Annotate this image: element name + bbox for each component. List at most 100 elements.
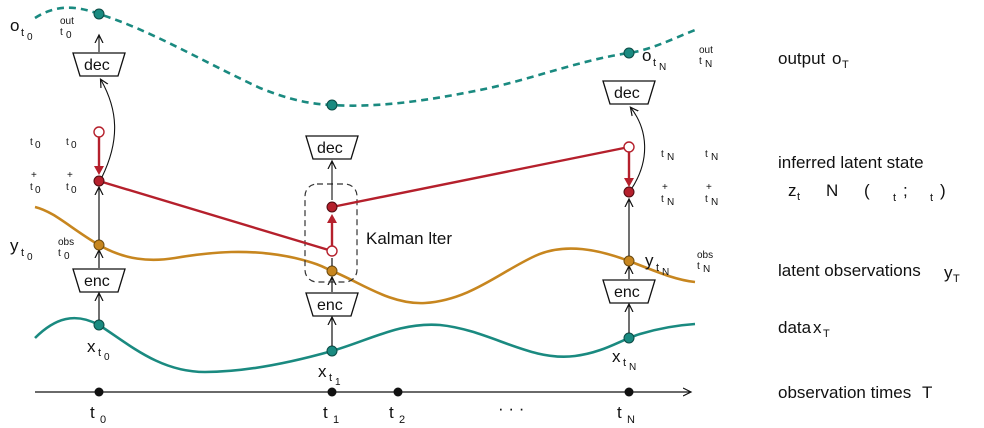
o-tN-label-N: N: [659, 62, 666, 73]
time-label-t2-sub: 2: [399, 414, 405, 426]
x-t0-label: x: [87, 337, 96, 356]
legend-inferred-rp: ): [940, 181, 946, 200]
legend-latent-obs-sub: T: [953, 273, 960, 285]
lat-tN-plus-a: +: [662, 182, 668, 193]
enc-box-t0: enc: [73, 269, 125, 292]
latent-prior-t0: [94, 127, 104, 137]
lat-tN-c-sub: N: [667, 197, 674, 208]
kalman-transition-2: [332, 147, 629, 207]
legend-inferred-lp: (: [864, 181, 870, 200]
time-tick-t2: [394, 388, 403, 397]
time-label-tN: t: [617, 403, 622, 422]
time-tick-t1: [328, 388, 337, 397]
y-t0-label-0: 0: [27, 252, 33, 263]
o-t0-label: o: [10, 16, 19, 35]
enc-box-tN: enc: [603, 280, 655, 303]
time-label-t0-sub: 0: [100, 414, 106, 426]
enc-box-t1: enc: [306, 293, 358, 316]
svg-text:enc: enc: [317, 297, 343, 314]
x-t1-label-1: 1: [335, 377, 341, 388]
lat-t0-b-sub: 0: [71, 140, 77, 151]
legend-inferred-t: t: [797, 191, 800, 203]
y-t0-label-t: t: [21, 247, 24, 259]
y-t0-obs-0: 0: [64, 251, 70, 262]
lat-tN-d: t: [705, 194, 708, 205]
time-label-tN-sub: N: [627, 414, 635, 426]
legend-inferred-semi: ;: [903, 181, 908, 200]
lat-tN-c: t: [661, 194, 664, 205]
latent-prior-tN: [624, 142, 634, 152]
lat-tN-a: t: [661, 149, 664, 160]
o-t0-out: out: [60, 16, 74, 27]
x-tN-label-t: t: [623, 357, 626, 369]
y-tN-obs-t: t: [697, 261, 700, 272]
time-label-t1-sub: 1: [333, 414, 339, 426]
dec-box-t0: dec: [73, 53, 125, 76]
svg-text:dec: dec: [317, 140, 343, 157]
lat-tN-d-sub: N: [711, 197, 718, 208]
kalman-transition-1: [99, 181, 332, 251]
o-tN-out-N: N: [705, 59, 712, 70]
legend-data-sub: T: [823, 328, 830, 340]
lat-t0-b: t: [66, 137, 69, 148]
legend-data-sym: x: [813, 318, 822, 337]
x-tN-label-N: N: [629, 362, 636, 373]
lat-t0-d: t: [66, 182, 69, 193]
data-dot-tN: [624, 333, 634, 343]
legend-output: output: [778, 49, 826, 68]
legend-data: data: [778, 318, 812, 337]
legend-latent-obs: latent observations: [778, 261, 921, 280]
dec-box-tN: dec: [603, 81, 655, 104]
time-ellipsis: · · ·: [498, 399, 524, 418]
y-tN-obs-N: N: [703, 264, 710, 275]
lat-t0-c-sub: 0: [35, 185, 41, 196]
o-t0-out-0: 0: [66, 30, 72, 41]
data-dot-t0: [94, 320, 104, 330]
legend-times: observation times: [778, 383, 911, 402]
time-label-t0: t: [90, 403, 95, 422]
data-curve: [35, 318, 695, 372]
time-label-t2: t: [389, 403, 394, 422]
legend-output-sub: T: [842, 59, 849, 71]
y-tN-label-N: N: [662, 267, 669, 278]
y-t0-label: y: [10, 236, 19, 255]
output-dot-tN: [624, 48, 634, 58]
legend-inferred-z: z: [788, 181, 797, 200]
latent-observation-curve: [35, 207, 695, 303]
lat-tN-b-sub: N: [711, 152, 718, 163]
lat-tN-a-sub: N: [667, 152, 674, 163]
svg-text:enc: enc: [614, 284, 640, 301]
lat-tN-plus-b: +: [706, 182, 712, 193]
data-dot-t1: [327, 346, 337, 356]
x-t0-label-t: t: [98, 347, 101, 359]
legend-inferred-sub2: t: [930, 192, 933, 204]
y-t0-obs: obs: [58, 237, 74, 248]
latent-obs-dot-tN: [624, 256, 634, 266]
lat-t0-d-sub: 0: [71, 185, 77, 196]
output-dot-t0: [94, 9, 104, 19]
legend-times-sym: T: [922, 383, 932, 402]
y-tN-obs: obs: [697, 250, 713, 261]
lat-t0-plus-a: +: [31, 170, 37, 181]
time-tick-t0: [95, 388, 104, 397]
o-tN-out-t: t: [699, 56, 702, 67]
y-tN-label-t: t: [656, 262, 659, 274]
y-t0-obs-t: t: [58, 248, 61, 259]
output-curve: [35, 8, 695, 106]
lat-t0-plus-b: +: [67, 170, 73, 181]
svg-text:dec: dec: [614, 85, 640, 102]
latent-obs-dot-t0: [94, 240, 104, 250]
latent-post-t0: [94, 176, 104, 186]
lat-t0-c: t: [30, 182, 33, 193]
x-t0-label-0: 0: [104, 352, 110, 363]
x-t1-label: x: [318, 362, 327, 381]
lat-t0-a: t: [30, 137, 33, 148]
o-tN-label-t: t: [653, 57, 656, 69]
o-t0-out-t: t: [60, 27, 63, 38]
legend-output-sym: o: [832, 49, 841, 68]
latent-post-t1: [327, 202, 337, 212]
o-t0-label-t: t: [21, 27, 24, 39]
x-t1-label-t: t: [329, 372, 332, 384]
legend-inferred-N: N: [826, 181, 838, 200]
